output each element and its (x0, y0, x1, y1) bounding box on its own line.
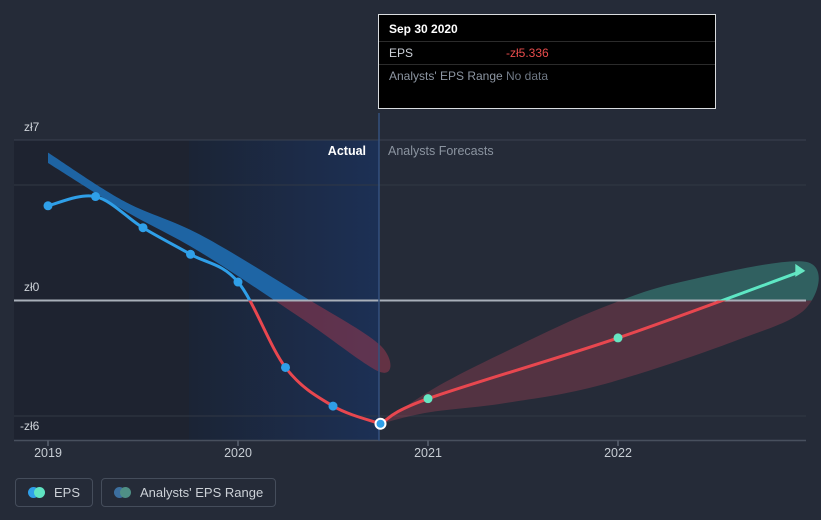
historical-analysts-range-below-zero (274, 300, 391, 373)
tooltip-range-label: Analysts' EPS Range (389, 69, 503, 83)
data-point[interactable] (281, 362, 290, 372)
forecasts-region-label: Analysts Forecasts (388, 144, 494, 158)
x-tick-2021: 2021 (414, 446, 442, 460)
tooltip-divider (379, 64, 715, 65)
y-axis-label-0: zł0 (24, 280, 40, 294)
data-point-highlighted[interactable] (374, 417, 387, 430)
data-point[interactable] (233, 277, 243, 287)
eps-actual-line-positive (46, 194, 252, 301)
y-axis-label-neg6: -zł6 (20, 419, 40, 433)
tooltip-range-value: No data (506, 69, 549, 83)
chart-canvas (14, 113, 819, 446)
data-point[interactable] (186, 249, 195, 259)
y-axis-label-7: zł7 (24, 120, 40, 134)
legend-eps-button[interactable]: EPS (15, 478, 94, 507)
forecast-end-marker (795, 263, 806, 277)
legend-eps-label: EPS (54, 485, 81, 500)
data-point[interactable] (43, 201, 53, 211)
legend-analysts-range-button[interactable]: Analysts' EPS Range (101, 478, 277, 507)
x-tick-2019: 2019 (34, 446, 62, 460)
tooltip-row-eps: EPS -zł5.336 (379, 42, 715, 64)
tooltip-row-range: Analysts' EPS Range No data (379, 65, 715, 87)
forecast-analysts-range-below-zero (380, 300, 812, 424)
x-tick-2020: 2020 (224, 446, 252, 460)
forecast-data-point[interactable] (613, 333, 623, 343)
historical-analysts-range-above-zero (48, 152, 311, 301)
eps-forecast-line-positive (718, 269, 804, 301)
eps-series-dot-icon (28, 487, 45, 498)
tooltip-eps-label: EPS (389, 46, 414, 60)
eps-actual-line-negative (248, 300, 382, 426)
legend-analysts-range-label: Analysts' EPS Range (140, 485, 264, 500)
tooltip-eps-value: -zł5.336 (506, 46, 549, 60)
x-tick-2022: 2022 (604, 446, 632, 460)
analysts-range-dot-icon (114, 487, 132, 498)
data-point[interactable] (328, 401, 338, 411)
actual-region-label: Actual (327, 144, 366, 158)
tooltip-divider (379, 41, 715, 42)
chart-tooltip: Sep 30 2020 EPS -zł5.336 Analysts' EPS R… (378, 14, 716, 109)
forecast-analysts-range-above-zero (620, 261, 819, 301)
forecast-data-point[interactable] (423, 394, 433, 404)
data-point[interactable] (91, 192, 100, 202)
legend: EPS Analysts' EPS Range (15, 478, 277, 507)
tooltip-date: Sep 30 2020 (389, 22, 458, 36)
eps-forecast-line-negative (379, 300, 727, 426)
data-point[interactable] (138, 223, 148, 233)
